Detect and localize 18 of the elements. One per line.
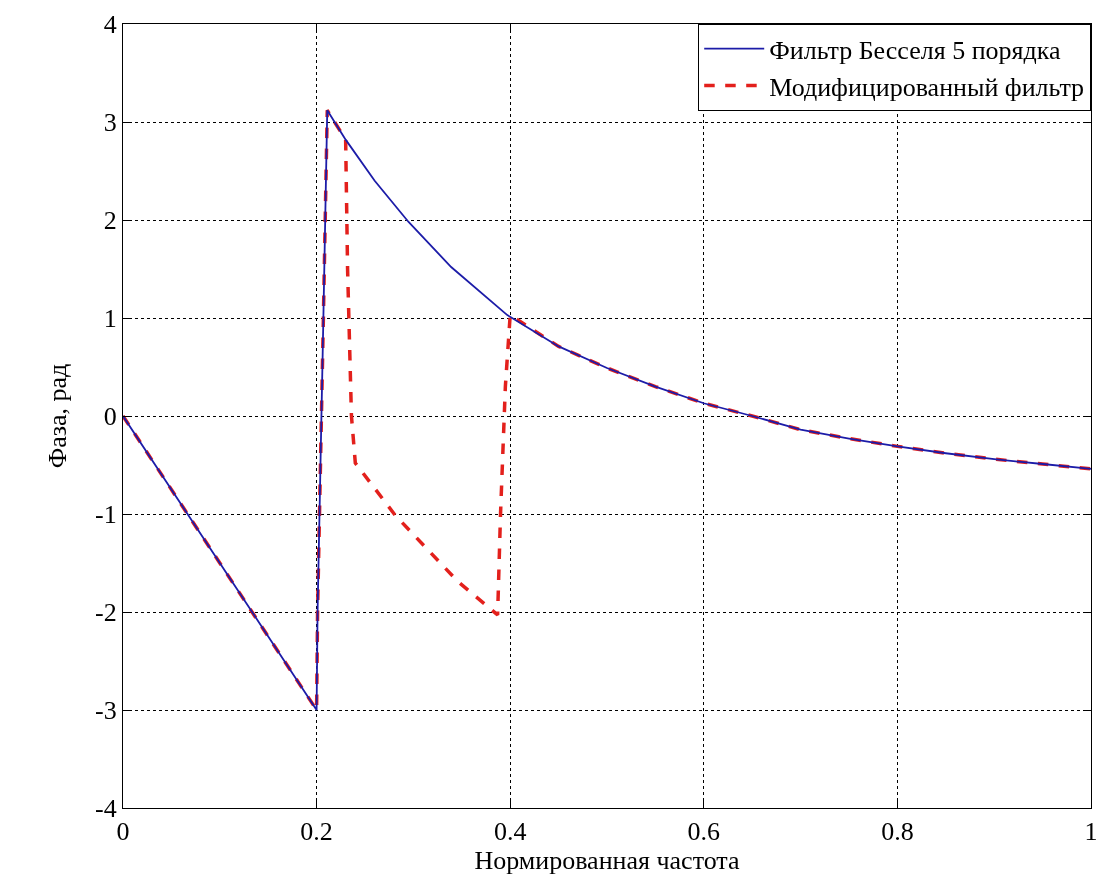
legend-label: Фильтр Бесселя 5 порядка (769, 35, 1061, 65)
x-tick-label: 1 (1084, 817, 1098, 847)
x-tick-label: 0.8 (881, 817, 914, 847)
x-axis-title: Нормированная частота (474, 846, 741, 876)
y-tick-label: 1 (103, 304, 117, 334)
y-tick-label: -2 (95, 598, 117, 628)
y-tick-label: -1 (95, 500, 117, 530)
x-tick-label: 0.6 (687, 817, 721, 847)
y-tick-label: -3 (95, 696, 117, 726)
x-tick-label: 0.4 (493, 817, 527, 847)
legend-label: Модифицированный фильтр (769, 72, 1085, 102)
y-tick-label: 4 (103, 10, 117, 40)
x-tick-label: 0.2 (300, 817, 333, 847)
y-axis-title: Фаза, рад (43, 363, 73, 469)
y-tick-label: 0 (103, 402, 117, 432)
y-tick-label: 2 (103, 206, 117, 236)
y-tick-label: 3 (103, 108, 117, 138)
y-tick-label: -4 (95, 794, 117, 824)
